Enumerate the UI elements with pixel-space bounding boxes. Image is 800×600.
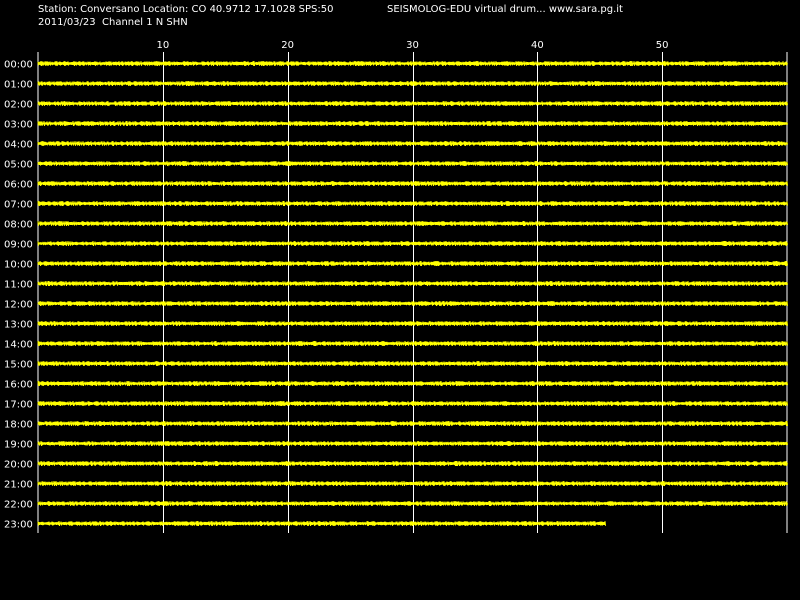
trace-row-1600: [37, 380, 788, 387]
x-tick-label: 40: [531, 40, 544, 51]
trace-row-0300: [37, 120, 788, 127]
hour-label: 15:00: [4, 360, 33, 371]
station-info: Station: Conversano Location: CO 40.9712…: [38, 4, 334, 15]
hour-label: 16:00: [4, 380, 33, 391]
trace-row-1500: [37, 360, 788, 367]
hour-label: 00:00: [4, 60, 33, 71]
date-channel-info: 2011/03/23 Channel 1 N SHN: [38, 17, 188, 28]
trace-row-0900: [37, 240, 788, 247]
trace-row-1700: [37, 400, 788, 407]
hour-row-labels: 00:00 01:00 02:00 03:00 04:00 05:00 06:00 07:00…: [4, 60, 33, 531]
trace-row-1100: [37, 280, 788, 287]
hour-label: 22:00: [4, 500, 33, 511]
trace-row-1900: [37, 440, 788, 447]
trace-row-1200: [37, 300, 788, 307]
hour-label: 17:00: [4, 400, 33, 411]
trace-row-1300: [37, 320, 788, 327]
hour-label: 10:00: [4, 260, 33, 271]
trace-row-1400: [37, 340, 788, 347]
hour-label: 23:00: [4, 520, 33, 531]
x-tick-label: 30: [406, 40, 419, 51]
trace-row-0200: [37, 100, 788, 107]
hour-label: 05:00: [4, 160, 33, 171]
hour-label: 03:00: [4, 120, 33, 131]
x-tick-labels: 10 20 30 40 50: [156, 40, 668, 51]
hour-label: 18:00: [4, 420, 33, 431]
trace-row-2000: [37, 460, 788, 467]
hour-label: 19:00: [4, 440, 33, 451]
hour-label: 04:00: [4, 140, 33, 151]
trace-row-0500: [37, 160, 788, 167]
trace-row-2300: [37, 520, 606, 527]
hour-label: 01:00: [4, 80, 33, 91]
hour-label: 20:00: [4, 460, 33, 471]
source-info: SEISMOLOG-EDU virtual drum... www.sara.p…: [387, 4, 623, 15]
trace-row-0000: [37, 60, 788, 67]
hour-label: 12:00: [4, 300, 33, 311]
hour-label: 09:00: [4, 240, 33, 251]
x-tick-label: 10: [156, 40, 169, 51]
hour-label: 11:00: [4, 280, 33, 291]
hour-label: 21:00: [4, 480, 33, 491]
trace-row-2200: [37, 500, 788, 507]
trace-row-0100: [37, 80, 788, 87]
trace-row-1800: [37, 420, 788, 427]
trace-row-0700: [37, 200, 788, 207]
trace-row-2100: [37, 480, 788, 487]
x-tick-label: 20: [281, 40, 294, 51]
hour-label: 06:00: [4, 180, 33, 191]
trace-row-1000: [37, 260, 788, 267]
hour-label: 07:00: [4, 200, 33, 211]
hour-label: 13:00: [4, 320, 33, 331]
trace-row-0400: [37, 140, 788, 147]
trace-row-0600: [37, 180, 788, 187]
hour-label: 02:00: [4, 100, 33, 111]
trace-layer: [37, 60, 788, 527]
grid-layer: [37, 52, 788, 533]
trace-row-0800: [37, 220, 788, 227]
x-tick-label: 50: [656, 40, 669, 51]
hour-label: 14:00: [4, 340, 33, 351]
hour-label: 08:00: [4, 220, 33, 231]
